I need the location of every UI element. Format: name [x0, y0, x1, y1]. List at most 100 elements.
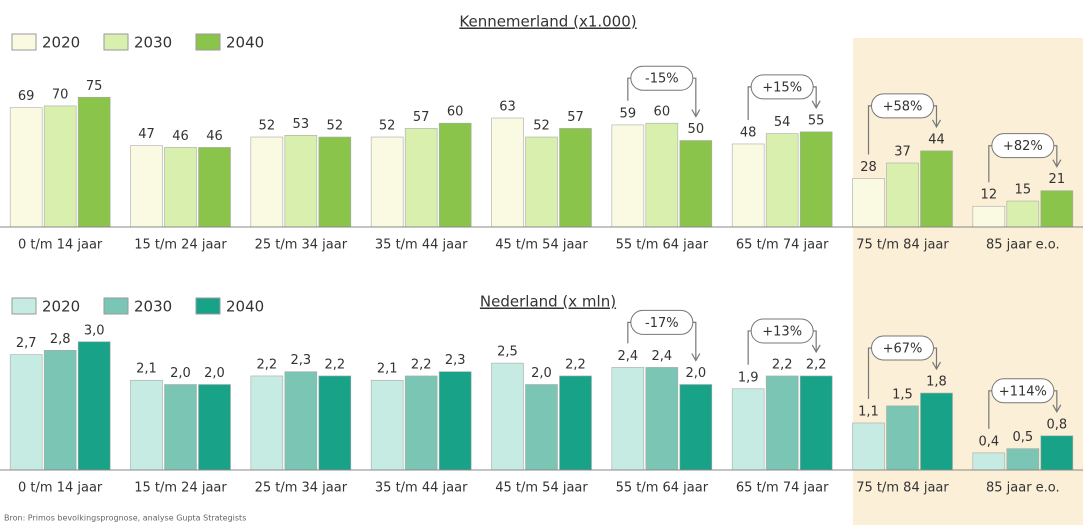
x-tick-label: 45 t/m 54 jaar: [495, 481, 588, 496]
bar: [250, 136, 284, 228]
data-label: 2,5: [497, 345, 518, 360]
bar: [679, 384, 713, 471]
bar: [799, 131, 833, 228]
legend-label: 2020: [42, 298, 80, 316]
data-label: 2,2: [256, 357, 277, 372]
data-label: 57: [413, 110, 430, 125]
legend-swatch: [11, 297, 37, 315]
data-label: 2,2: [806, 357, 827, 372]
bar: [765, 133, 799, 228]
bar: [438, 122, 472, 228]
bar: [886, 405, 919, 471]
annotation-arrowhead: [931, 119, 942, 129]
bar: [852, 178, 885, 228]
data-label: 1,5: [892, 387, 913, 402]
data-label: 2,0: [204, 366, 225, 381]
bar: [525, 384, 558, 471]
data-label: 47: [138, 127, 155, 142]
annotation-box: [991, 378, 1055, 404]
data-label: 0,4: [978, 434, 999, 449]
bar: [9, 354, 43, 471]
bar: [645, 367, 679, 471]
x-tick-label: 15 t/m 24 jaar: [134, 481, 227, 496]
annotation-arrowhead: [1052, 159, 1062, 168]
data-label: 53: [293, 117, 310, 132]
annotation-arrowhead: [931, 361, 942, 371]
legend-label: 2040: [226, 298, 264, 316]
annotation-box: [630, 309, 694, 335]
bar: [920, 392, 953, 471]
bar: [799, 375, 833, 471]
data-label: 54: [774, 115, 791, 130]
data-label: 59: [620, 106, 637, 121]
data-label: 52: [533, 119, 550, 134]
bar: [1006, 200, 1040, 228]
bar: [679, 140, 713, 228]
bar: [43, 349, 77, 471]
bar: [318, 136, 352, 228]
legend-swatch: [195, 33, 221, 51]
x-tick-label: 25 t/m 34 jaar: [255, 481, 348, 496]
x-tick-label: 35 t/m 44 jaar: [375, 238, 468, 253]
data-label: 50: [688, 122, 705, 137]
legend-label: 2030: [134, 34, 172, 52]
data-label: 2,0: [685, 366, 706, 381]
data-label: 2,2: [324, 357, 345, 372]
bar: [611, 124, 645, 228]
legend-swatch: [195, 297, 221, 315]
data-label: 48: [740, 125, 757, 140]
x-tick-label: 65 t/m 74 jaar: [736, 238, 829, 253]
data-label: 2,7: [16, 336, 37, 351]
bar: [1006, 448, 1040, 471]
data-label: 60: [654, 105, 671, 120]
data-label: 70: [52, 87, 69, 102]
annotation: +58%: [883, 99, 923, 114]
data-label: 52: [327, 119, 344, 134]
data-label: 1,9: [738, 370, 759, 385]
bar: [318, 375, 352, 471]
x-tick-label: 55 t/m 64 jaar: [616, 238, 709, 253]
data-label: 1,1: [858, 404, 879, 419]
bar: [130, 145, 163, 228]
bar: [1040, 190, 1074, 228]
chart-title: Kennemerland (x1.000): [459, 13, 636, 31]
annotation: -15%: [645, 72, 679, 87]
bar: [370, 379, 404, 471]
data-label: 0,8: [1046, 417, 1067, 432]
annotation-box: [991, 133, 1055, 159]
annotation-arrowhead: [1052, 404, 1062, 414]
annotation: +82%: [1003, 139, 1043, 154]
annotation-bracket: [627, 77, 697, 117]
chart-title: Nederland (x mln): [480, 293, 616, 311]
annotation-arrowhead: [811, 100, 821, 110]
data-label: 57: [567, 110, 584, 125]
data-label: 46: [206, 129, 223, 144]
legend-swatch: [103, 33, 129, 51]
bar: [438, 371, 472, 471]
data-label: 2,4: [617, 349, 638, 364]
data-label: 52: [379, 119, 396, 134]
x-tick-label: 0 t/m 14 jaar: [18, 238, 103, 253]
bar: [852, 422, 885, 471]
annotation-box: [750, 74, 814, 100]
legend-swatch: [103, 297, 129, 315]
x-tick-label: 25 t/m 34 jaar: [255, 238, 348, 253]
bar: [370, 136, 404, 228]
x-tick-label: 65 t/m 74 jaar: [736, 481, 829, 496]
annotation: +67%: [883, 342, 923, 357]
data-label: 3,0: [84, 323, 105, 338]
bar: [43, 105, 77, 228]
data-label: 44: [928, 132, 945, 147]
x-tick-label: 55 t/m 64 jaar: [616, 481, 709, 496]
bar: [404, 128, 438, 228]
data-label: 2,3: [290, 353, 311, 368]
data-label: 75: [86, 79, 103, 94]
bar: [491, 362, 524, 471]
legend-label: 2040: [226, 34, 264, 52]
bar: [765, 375, 799, 471]
annotation-box: [871, 335, 934, 361]
data-label: 0,5: [1012, 430, 1033, 445]
annotation-arrowhead: [691, 353, 701, 362]
x-tick-label: 0 t/m 14 jaar: [18, 481, 103, 496]
annotation-arrowhead: [811, 344, 821, 354]
